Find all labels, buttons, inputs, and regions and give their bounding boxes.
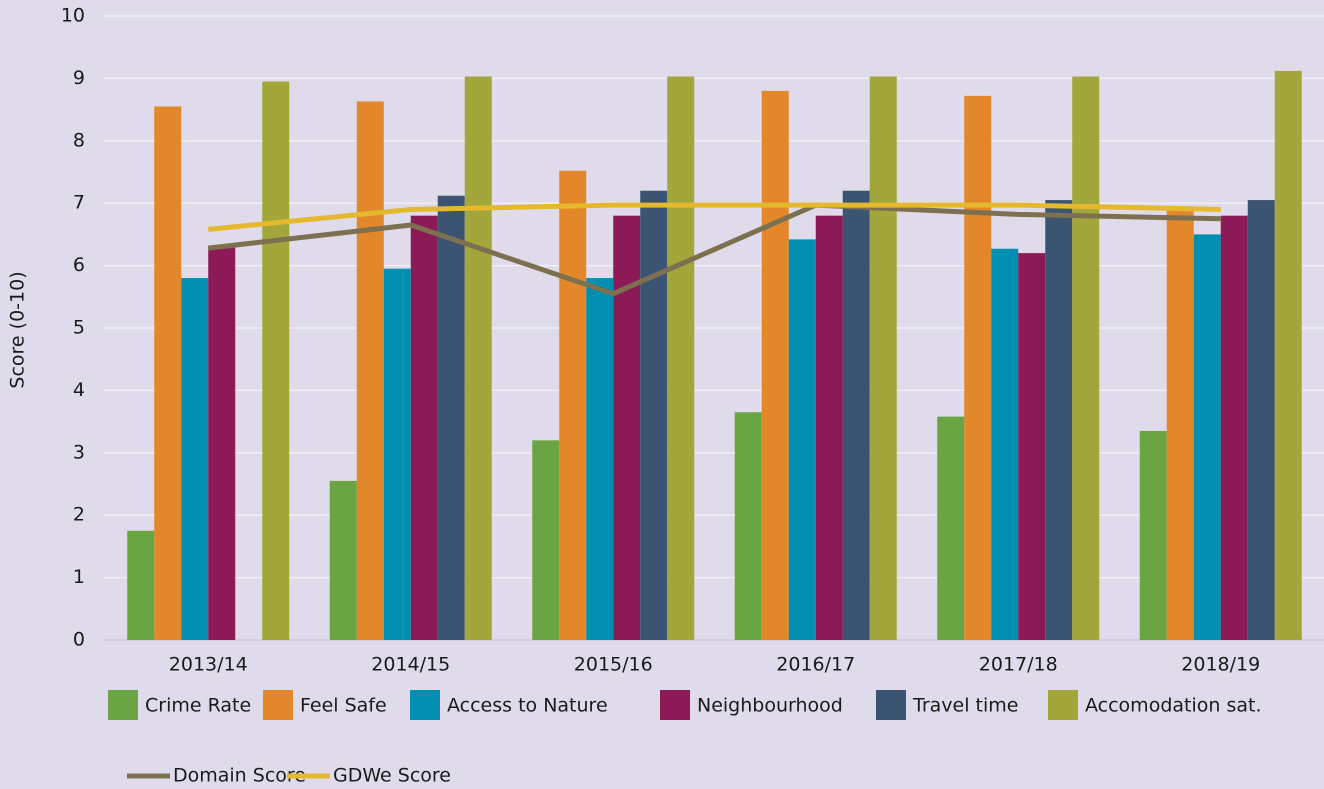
legend-swatch [660, 690, 690, 720]
legend-swatch [263, 690, 293, 720]
bar [181, 278, 209, 640]
legend-label: Accomodation sat. [1085, 695, 1261, 717]
bar [734, 412, 762, 640]
legend-label: Access to Nature [447, 695, 608, 717]
x-tick-label: 2015/16 [574, 654, 653, 676]
y-tick-label: 7 [73, 192, 85, 214]
y-tick-label: 2 [73, 504, 85, 526]
bar [154, 106, 182, 641]
bar [1045, 200, 1073, 640]
bar [262, 81, 290, 640]
x-tick-label: 2017/18 [979, 654, 1058, 676]
bar [559, 170, 587, 640]
legend-swatch [1048, 690, 1078, 720]
bar [1139, 430, 1167, 640]
bar [815, 215, 843, 640]
bar [356, 101, 384, 641]
legend-label: Crime Rate [145, 695, 251, 717]
bar [788, 239, 816, 640]
bar [1220, 215, 1248, 640]
y-tick-label: 1 [73, 566, 85, 588]
bar [1274, 70, 1302, 641]
bar [127, 530, 155, 640]
line [208, 202, 1221, 232]
bar [1247, 200, 1275, 640]
bar [869, 76, 897, 640]
y-tick-label: 0 [73, 629, 85, 651]
x-tick-label: 2016/17 [776, 654, 855, 676]
legend-label: GDWe Score [333, 765, 451, 787]
y-tick-label: 10 [61, 5, 85, 27]
bar [410, 215, 438, 640]
x-tick-label: 2014/15 [371, 654, 450, 676]
legend-swatch [410, 690, 440, 720]
bar [532, 440, 560, 640]
bar [1072, 76, 1100, 640]
bar [640, 190, 668, 640]
line [207, 202, 1221, 297]
bar [761, 90, 789, 640]
legend-label: Neighbourhood [697, 695, 843, 717]
bar [613, 215, 641, 640]
bar [329, 480, 357, 640]
y-tick-label: 3 [73, 441, 85, 463]
bar [842, 190, 870, 640]
legend-swatch [108, 690, 138, 720]
bar [1166, 206, 1194, 640]
bar [937, 416, 965, 640]
x-tick-label: 2018/19 [1181, 654, 1260, 676]
bar [208, 246, 236, 640]
legend-label: Domain Score [173, 765, 306, 787]
bar [667, 76, 695, 640]
legend-label: Feel Safe [300, 695, 387, 717]
bar [964, 95, 992, 640]
bar [437, 195, 465, 640]
y-tick-label: 8 [73, 129, 85, 151]
y-tick-label: 5 [73, 317, 85, 339]
y-tick-label: 9 [73, 67, 85, 89]
y-tick-label: 4 [73, 379, 85, 401]
x-tick-label: 2013/14 [169, 654, 248, 676]
legend-swatch [876, 690, 906, 720]
bar [1193, 234, 1221, 640]
y-axis-label: Score (0-10) [7, 271, 29, 388]
bar [464, 76, 492, 640]
bar [586, 278, 614, 640]
bar [1018, 253, 1046, 640]
y-tick-label: 6 [73, 254, 85, 276]
bar [383, 268, 411, 640]
bar [991, 248, 1019, 640]
legend-label: Travel time [912, 695, 1018, 717]
